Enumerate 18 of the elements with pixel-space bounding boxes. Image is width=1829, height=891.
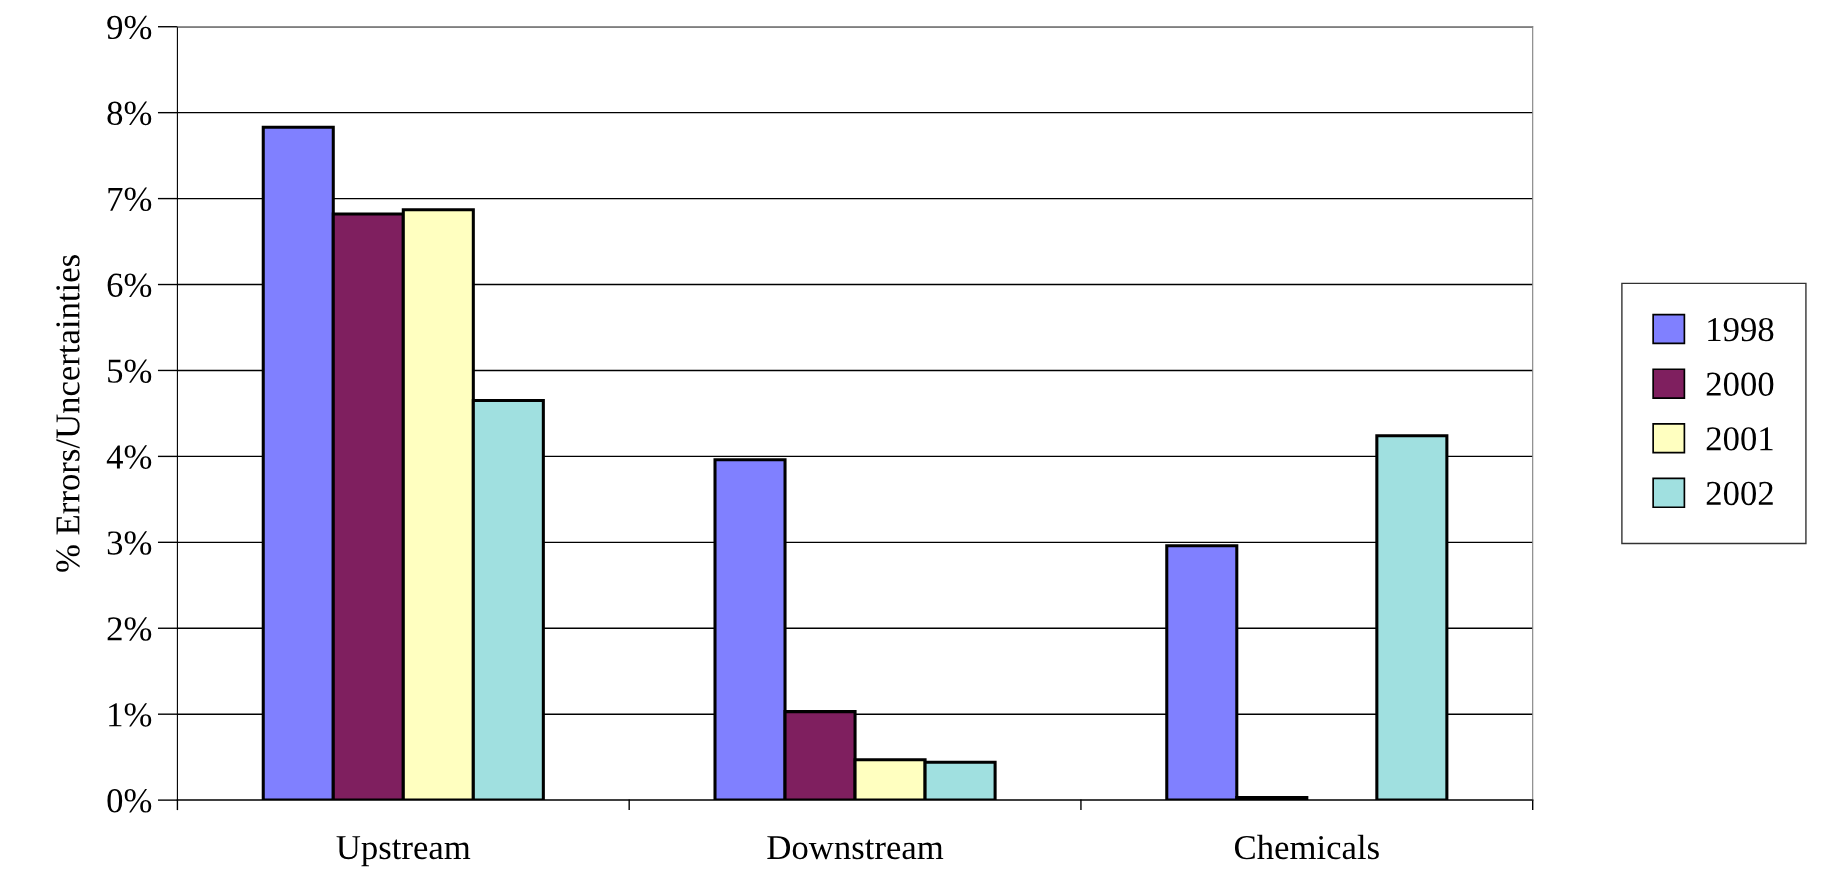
y-tick-label: 1%	[109, 703, 152, 727]
x-tick-label: Chemicals	[1234, 834, 1379, 860]
y-tick-label: 9%	[107, 15, 152, 40]
y-tick-label: 8%	[107, 101, 152, 126]
legend-label: 2001	[1706, 427, 1773, 451]
y-tick-label: 7%	[108, 187, 152, 212]
legend-label: 2000	[1706, 372, 1774, 396]
legend-label: 2002	[1706, 481, 1773, 506]
y-tick-label: 4%	[106, 445, 152, 469]
x-tick-label: Downstream	[767, 836, 944, 860]
y-tick-label: 2%	[107, 617, 152, 641]
y-tick-label: 5%	[108, 359, 152, 383]
y-axis-title: % Errors/Uncertainties	[56, 255, 80, 572]
y-tick-label: 3%	[107, 531, 152, 555]
legend-label: 1998	[1708, 317, 1774, 342]
y-tick-label: 0%	[107, 789, 152, 813]
x-tick-label: Upstream	[336, 836, 471, 867]
y-tick-label: 6%	[107, 273, 152, 298]
